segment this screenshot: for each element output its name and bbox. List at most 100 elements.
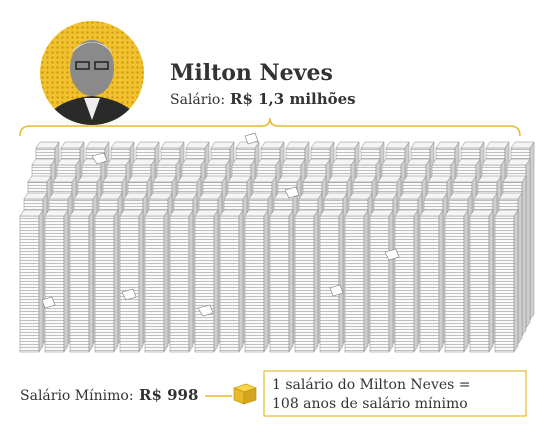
stack-top	[481, 158, 506, 166]
stack-front	[319, 215, 340, 353]
stack-top	[44, 209, 69, 217]
stack-front	[94, 215, 115, 353]
stack-top	[285, 141, 310, 149]
stack-front	[444, 215, 465, 353]
stack-top	[144, 209, 169, 217]
stack-front	[269, 215, 290, 353]
stack-top	[410, 141, 435, 149]
stack-top	[348, 192, 373, 200]
loose-bill	[284, 186, 300, 199]
stack-top	[69, 209, 94, 217]
stack-top	[23, 192, 48, 200]
min-value: R$ 998	[139, 386, 198, 404]
stack-top	[435, 141, 460, 149]
stack-top	[48, 192, 73, 200]
stack-top	[502, 175, 527, 183]
stack-side	[488, 209, 494, 353]
stack-top	[398, 192, 423, 200]
legend-line: 1 salário do Milton Neves =	[272, 377, 471, 393]
stack-top	[448, 192, 473, 200]
stack-top	[135, 141, 160, 149]
stack-side	[338, 209, 344, 353]
stack-side	[525, 158, 531, 329]
stack-top	[106, 158, 131, 166]
stack-top	[35, 141, 60, 149]
stack-top	[373, 192, 398, 200]
stack-top	[444, 209, 469, 217]
loose-bill	[41, 296, 56, 309]
stack-top	[185, 141, 210, 149]
stack-top	[310, 141, 335, 149]
stack-top	[335, 141, 360, 149]
salary-value: R$ 1,3 milhões	[230, 90, 356, 108]
stack-top	[360, 141, 385, 149]
stack-top	[177, 175, 202, 183]
stack-top	[56, 158, 81, 166]
stack-top	[31, 158, 56, 166]
stack-top	[473, 192, 498, 200]
stack-top	[452, 175, 477, 183]
stack-top	[231, 158, 256, 166]
stack-side	[513, 209, 519, 353]
loose-bill	[384, 248, 400, 261]
stack-side	[263, 209, 269, 353]
stack-top	[281, 158, 306, 166]
stack-top	[269, 209, 294, 217]
min-label: Salário Mínimo:	[20, 388, 134, 404]
stack-top	[460, 141, 485, 149]
portrait	[40, 21, 144, 125]
stack-side	[38, 209, 44, 353]
stack-front	[344, 215, 365, 353]
stack-side	[413, 209, 419, 353]
stack-front	[369, 215, 390, 353]
stack-top	[510, 141, 535, 149]
stack-top	[19, 209, 44, 217]
stack-top	[327, 175, 352, 183]
stack-front	[394, 215, 415, 353]
stack-top	[210, 141, 235, 149]
stack-side	[138, 209, 144, 353]
stack-front	[219, 215, 240, 353]
stack-side	[188, 209, 194, 353]
name: Milton Neves	[170, 60, 333, 86]
stack-top	[131, 158, 156, 166]
stack-top	[173, 192, 198, 200]
stack-side	[517, 192, 523, 345]
stack-top	[356, 158, 381, 166]
legend-box	[263, 370, 527, 417]
stack-top	[427, 175, 452, 183]
stack-top	[60, 141, 85, 149]
stack-side	[521, 175, 527, 337]
stack-top	[160, 141, 185, 149]
stack-top	[181, 158, 206, 166]
stack-top	[152, 175, 177, 183]
loose-bill	[121, 288, 137, 301]
stack-front	[44, 215, 65, 353]
stack-top	[244, 209, 269, 217]
stack-front	[194, 215, 215, 353]
stack-top	[52, 175, 77, 183]
stack-top	[252, 175, 277, 183]
stack-top	[248, 192, 273, 200]
legend-line: 108 anos de salário mínimo	[272, 396, 468, 412]
stack-front	[69, 215, 90, 353]
stack-top	[202, 175, 227, 183]
loose-bill	[244, 132, 259, 145]
stack-front	[494, 215, 515, 353]
stack-front	[19, 215, 40, 353]
stack-top	[477, 175, 502, 183]
stack-side	[213, 209, 219, 353]
stack-top	[319, 209, 344, 217]
stack-top	[77, 175, 102, 183]
stack-top	[119, 209, 144, 217]
stack-top	[406, 158, 431, 166]
bracket	[19, 117, 521, 137]
stack-front	[144, 215, 165, 353]
stack-top	[323, 192, 348, 200]
stack-side	[288, 209, 294, 353]
stack-top	[381, 158, 406, 166]
stack-top	[506, 158, 531, 166]
stack-top	[27, 175, 52, 183]
stack-top	[298, 192, 323, 200]
